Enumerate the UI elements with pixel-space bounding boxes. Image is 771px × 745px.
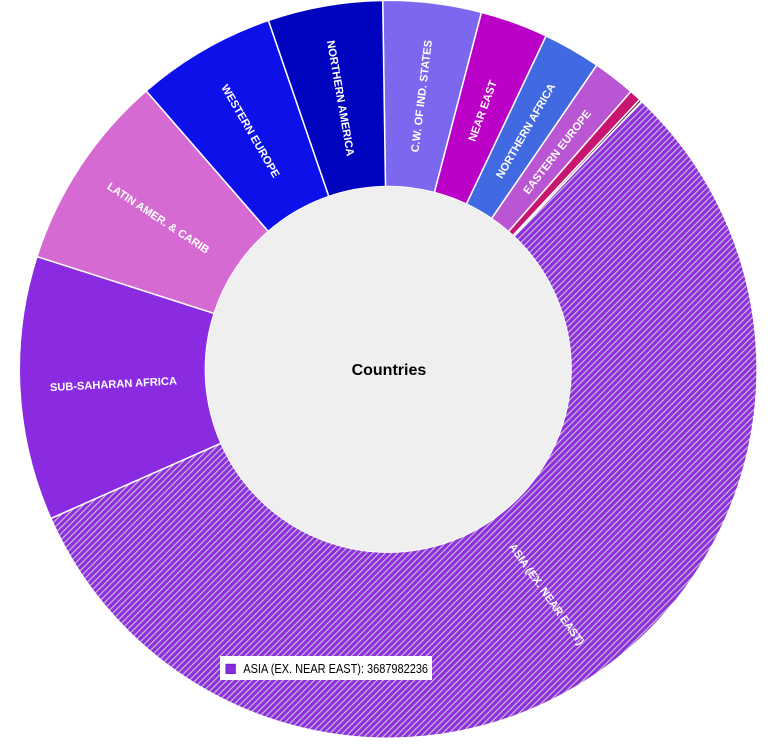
svg-text:Countries: Countries: [352, 362, 427, 379]
svg-text:ASIA (EX. NEAR EAST): 36879822: ASIA (EX. NEAR EAST): 3687982236: [243, 661, 428, 676]
